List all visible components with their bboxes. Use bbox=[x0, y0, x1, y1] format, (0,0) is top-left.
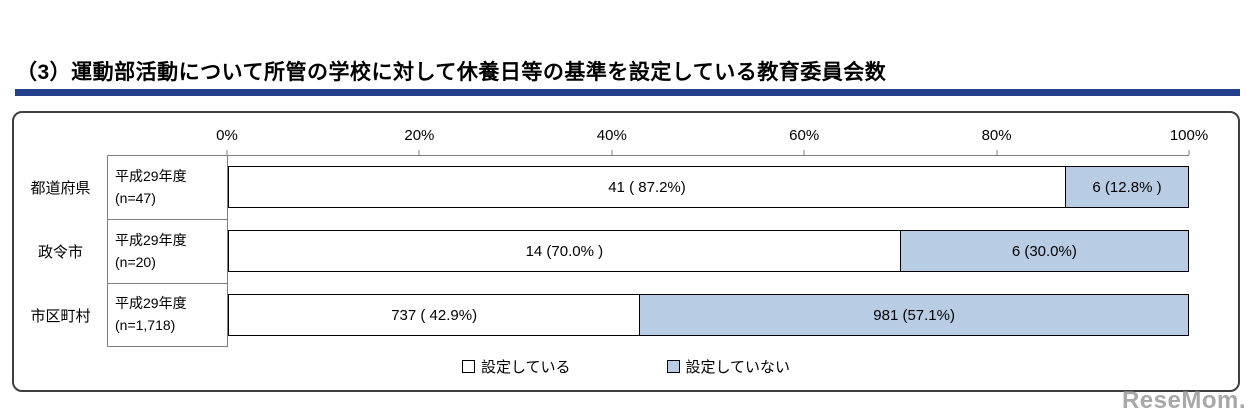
bar-area: 14 (70.0% ) 6 (30.0%) bbox=[227, 219, 1189, 283]
chart-container: 0% 20% 40% 60% 80% 100% 都道府県 平成29年度 (n=47) 41 ( … bbox=[12, 111, 1240, 392]
x-tick-mark bbox=[611, 150, 613, 155]
bar-area: 737 ( 42.9%) 981 (57.1%) bbox=[227, 283, 1189, 347]
chart-row: 市区町村 平成29年度 (n=1,718) 737 ( 42.9%) 981 (57.1… bbox=[14, 283, 1238, 347]
page-title: （3）運動部活動について所管の学校に対して休養日等の基準を設定している教育委員会… bbox=[16, 61, 887, 84]
stacked-bar: 737 ( 42.9%) 981 (57.1%) bbox=[228, 294, 1189, 336]
legend: 設定している 設定していない bbox=[14, 356, 1238, 377]
category-label: 政令市 bbox=[37, 243, 83, 261]
period-label: 平成29年度 bbox=[115, 167, 187, 184]
watermark: ReseMom. bbox=[1121, 387, 1246, 414]
row-right-pad bbox=[1189, 219, 1238, 283]
x-tick-mark bbox=[1188, 150, 1190, 155]
period-cell: 平成29年度 (n=47) bbox=[107, 155, 227, 219]
legend-swatch bbox=[666, 360, 680, 373]
x-tick-mark bbox=[226, 150, 228, 155]
legend-item: 設定していない bbox=[666, 356, 791, 377]
row-right-pad bbox=[1189, 155, 1238, 219]
x-tick-mark bbox=[803, 150, 805, 155]
sample-size-label: (n=1,718) bbox=[115, 317, 176, 333]
x-tick-mark bbox=[418, 150, 420, 155]
legend-label: 設定していない bbox=[685, 359, 791, 376]
title-underline-bar bbox=[15, 89, 1240, 96]
rows: 都道府県 平成29年度 (n=47) 41 ( 87.2%) 6 (12.8% ) 政令市… bbox=[14, 155, 1238, 347]
bar-segment-set: 14 (70.0% ) bbox=[228, 230, 901, 272]
period-label: 平成29年度 bbox=[115, 295, 187, 312]
period-cell: 平成29年度 (n=1,718) bbox=[107, 283, 227, 347]
x-tick-mark bbox=[996, 150, 998, 155]
x-axis: 0% 20% 40% 60% 80% 100% bbox=[216, 113, 1208, 156]
legend-item: 設定している bbox=[461, 356, 571, 377]
period-label: 平成29年度 bbox=[115, 231, 187, 248]
sample-size-label: (n=47) bbox=[115, 189, 156, 206]
chart-row: 政令市 平成29年度 (n=20) 14 (70.0% ) 6 (30.0%) bbox=[14, 219, 1238, 283]
x-tick-label: 40% bbox=[596, 127, 627, 144]
sample-size-label: (n=20) bbox=[115, 253, 156, 270]
bar-segment-set: 41 ( 87.2%) bbox=[228, 166, 1066, 208]
stacked-bar: 41 ( 87.2%) 6 (12.8% ) bbox=[228, 166, 1189, 208]
category-label: 都道府県 bbox=[30, 179, 91, 197]
row-right-pad bbox=[1189, 283, 1238, 347]
legend-swatch bbox=[461, 360, 475, 373]
x-tick-label: 0% bbox=[216, 127, 238, 144]
legend-label: 設定している bbox=[480, 359, 571, 376]
x-tick-label: 20% bbox=[404, 127, 435, 144]
period-cell: 平成29年度 (n=20) bbox=[107, 219, 227, 283]
category-label: 市区町村 bbox=[30, 307, 91, 325]
chart-row: 都道府県 平成29年度 (n=47) 41 ( 87.2%) 6 (12.8% ) bbox=[14, 155, 1238, 219]
x-tick-label: 60% bbox=[789, 127, 820, 144]
bar-segment-notset: 6 (30.0%) bbox=[900, 230, 1189, 272]
x-tick-label: 80% bbox=[981, 127, 1012, 144]
bar-area: 41 ( 87.2%) 6 (12.8% ) bbox=[227, 155, 1189, 219]
stacked-bar: 14 (70.0% ) 6 (30.0%) bbox=[228, 230, 1189, 272]
bar-segment-set: 737 ( 42.9%) bbox=[228, 294, 641, 336]
bar-segment-notset: 981 (57.1%) bbox=[640, 294, 1189, 336]
bar-segment-notset: 6 (12.8% ) bbox=[1065, 166, 1189, 208]
x-tick-label: 100% bbox=[1169, 127, 1209, 144]
